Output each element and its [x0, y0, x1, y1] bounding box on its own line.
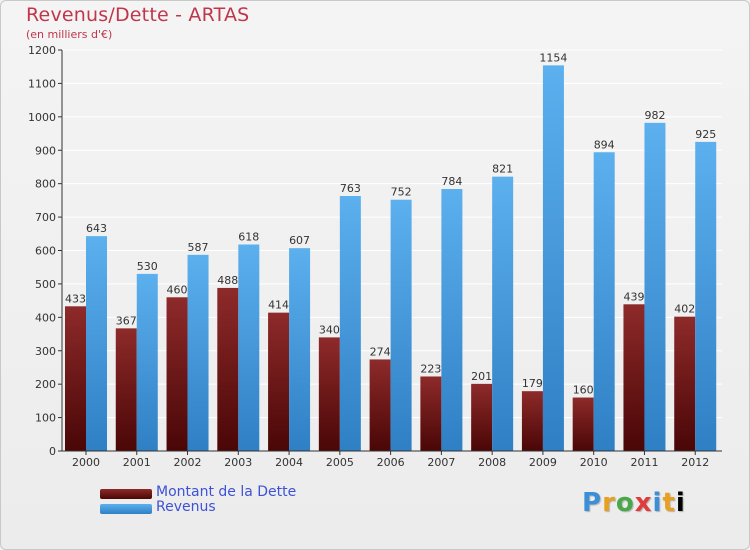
y-tick-label: 900 — [35, 144, 56, 157]
bar-revenus — [238, 244, 260, 451]
y-tick-label: 400 — [35, 311, 56, 324]
y-tick-label: 800 — [35, 178, 56, 191]
bar-revenus — [289, 248, 311, 451]
chart-subtitle: (en milliers d'€) — [26, 28, 113, 41]
x-tick-label: 2007 — [427, 456, 455, 469]
bar-dette — [268, 312, 290, 451]
data-label-revenus: 752 — [391, 186, 412, 199]
y-tick-label: 1200 — [28, 44, 56, 57]
data-label-dette: 274 — [370, 345, 391, 358]
bar-dette — [674, 316, 696, 451]
bar-revenus — [492, 176, 514, 451]
data-label-dette: 340 — [319, 323, 340, 336]
bar-revenus — [695, 141, 717, 452]
x-tick-label: 2011 — [630, 456, 658, 469]
axes — [58, 49, 722, 455]
x-tick-label: 2000 — [72, 456, 100, 469]
bar-revenus — [339, 196, 361, 451]
data-label-dette: 223 — [420, 362, 441, 375]
data-label-dette: 460 — [167, 283, 188, 296]
bar-dette — [65, 306, 86, 451]
data-label-dette: 488 — [217, 274, 238, 287]
data-label-dette: 179 — [522, 377, 543, 390]
data-label-revenus: 587 — [188, 241, 209, 254]
bars — [65, 65, 717, 452]
y-tick-label: 700 — [35, 211, 56, 224]
y-tick-label: 100 — [35, 412, 56, 425]
x-tick-label: 2008 — [478, 456, 506, 469]
data-label-revenus: 894 — [594, 138, 615, 151]
labels: 0 100 200 300 400 500 600 700 800 900 1000 1100 1200… — [28, 44, 716, 469]
x-tick-label: 2009 — [529, 456, 557, 469]
bar-revenus — [644, 122, 666, 452]
bar-revenus — [136, 273, 158, 451]
bar-dette — [166, 297, 188, 451]
bar-dette — [318, 337, 340, 451]
data-label-revenus: 530 — [137, 260, 158, 273]
y-tick-label: 200 — [35, 378, 56, 391]
bar-dette — [623, 304, 645, 451]
x-tick-label: 2010 — [580, 456, 608, 469]
bar-dette — [572, 397, 594, 451]
data-label-dette: 160 — [573, 384, 594, 397]
chart-title: Revenus/Dette - ARTAS — [26, 4, 250, 26]
legend-label-dette: Montant de la Dette — [156, 484, 297, 500]
x-tick-label: 2003 — [224, 456, 252, 469]
data-label-dette: 201 — [471, 370, 492, 383]
data-label-revenus: 821 — [492, 163, 513, 176]
y-tick-label: 1000 — [28, 111, 56, 124]
legend-swatch-dette — [100, 489, 152, 499]
x-tick-label: 2002 — [174, 456, 202, 469]
y-tick-label: 600 — [35, 245, 56, 258]
data-label-dette: 402 — [674, 303, 695, 316]
data-label-dette: 367 — [116, 314, 137, 327]
data-label-revenus: 1154 — [539, 51, 567, 64]
data-label-revenus: 925 — [695, 128, 716, 141]
bar-dette — [471, 383, 493, 451]
y-tick-label: 1100 — [28, 77, 56, 90]
bar-revenus — [542, 65, 564, 451]
bar-dette — [521, 391, 543, 451]
data-label-revenus: 982 — [644, 109, 665, 122]
bar-dette — [115, 328, 137, 451]
y-tick-label: 300 — [35, 345, 56, 358]
legend-swatch-revenus — [100, 504, 152, 514]
y-tick-label: 0 — [49, 445, 56, 458]
bar-dette — [369, 359, 391, 451]
legend-label-revenus: Revenus — [156, 499, 216, 515]
data-label-revenus: 607 — [289, 234, 310, 247]
bar-revenus — [390, 199, 412, 451]
x-tick-label: 2005 — [326, 456, 354, 469]
y-tick-label: 500 — [35, 278, 56, 291]
x-tick-label: 2006 — [377, 456, 405, 469]
x-tick-label: 2004 — [275, 456, 303, 469]
data-label-revenus: 763 — [340, 182, 361, 195]
data-label-revenus: 618 — [238, 230, 259, 243]
bar-revenus — [441, 189, 463, 451]
data-label-revenus: 643 — [86, 222, 107, 235]
data-label-revenus: 784 — [441, 175, 462, 188]
bar-revenus — [187, 254, 209, 451]
data-label-dette: 414 — [268, 299, 289, 312]
x-tick-label: 2012 — [681, 456, 709, 469]
x-tick-label: 2001 — [123, 456, 151, 469]
data-label-dette: 439 — [623, 290, 644, 303]
bar-dette — [420, 376, 442, 451]
proxiti-logo: Proxiti — [582, 488, 686, 518]
bar-revenus — [86, 236, 107, 451]
data-label-dette: 433 — [65, 292, 86, 305]
bar-dette — [217, 287, 239, 451]
bar-revenus — [593, 152, 615, 451]
